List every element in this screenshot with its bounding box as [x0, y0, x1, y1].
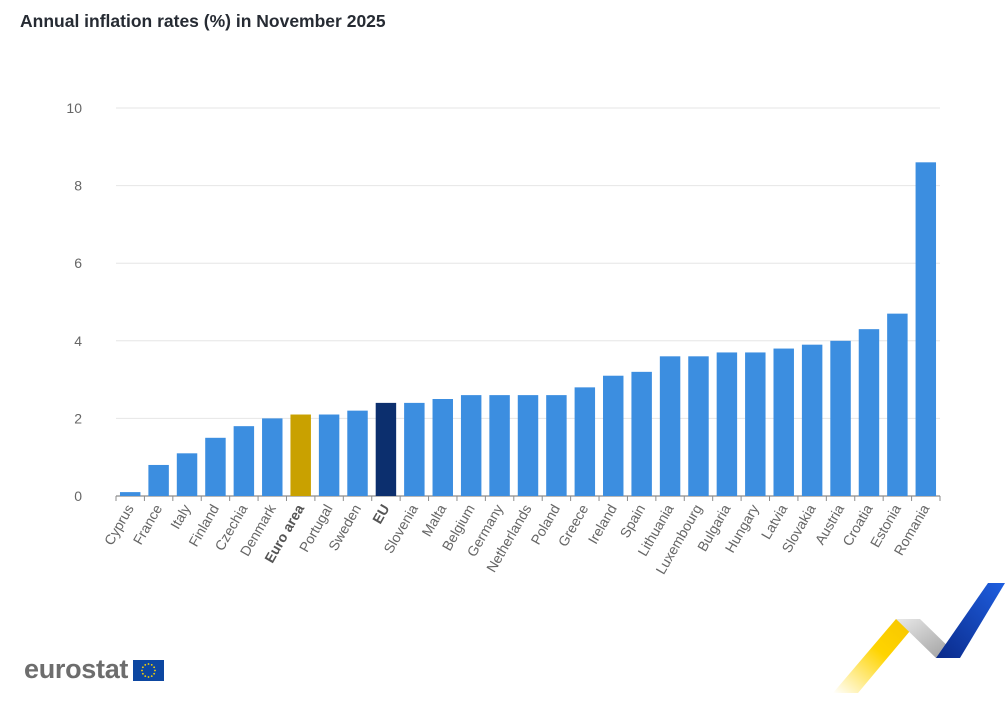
y-tick-label: 4: [74, 333, 82, 349]
bar-slovenia[interactable]: [404, 402, 425, 496]
y-axis-ticks: 0 2 4 6 8 10: [66, 100, 82, 504]
bar-czechia[interactable]: [233, 426, 255, 496]
y-tick-label: 8: [74, 178, 82, 194]
bar-italy[interactable]: [176, 453, 198, 496]
bar-latvia[interactable]: [773, 348, 794, 496]
eurostat-logo: eurostat: [24, 654, 165, 685]
bar-malta[interactable]: [432, 399, 453, 496]
bar-germany[interactable]: [489, 395, 510, 496]
x-tick-label: Italy: [167, 502, 194, 532]
eurostat-wordmark: eurostat: [24, 654, 129, 684]
bar-croatia[interactable]: [858, 329, 880, 496]
bar-hungary[interactable]: [745, 352, 766, 496]
x-tick-label: Ireland: [585, 502, 620, 547]
bar-euro-area[interactable]: [290, 414, 311, 496]
x-tick-label: EU: [369, 502, 393, 527]
y-tick-label: 0: [74, 488, 82, 504]
decorative-ribbon-icon: [833, 583, 1005, 693]
bar-finland[interactable]: [205, 437, 226, 496]
bar-estonia[interactable]: [887, 313, 908, 496]
bars: [119, 162, 937, 496]
y-tick-label: 10: [66, 100, 82, 116]
bar-spain[interactable]: [631, 371, 652, 496]
y-tick-label: 6: [74, 255, 82, 271]
bar-belgium[interactable]: [460, 395, 482, 496]
bar-greece[interactable]: [574, 387, 596, 496]
bar-sweden[interactable]: [347, 410, 368, 496]
bar-cyprus[interactable]: [119, 492, 141, 496]
bar-luxembourg[interactable]: [688, 356, 709, 496]
bar-lithuania[interactable]: [659, 356, 681, 496]
bar-denmark[interactable]: [262, 418, 283, 496]
bar-romania[interactable]: [915, 162, 937, 496]
bar-france[interactable]: [148, 464, 169, 496]
bar-portugal[interactable]: [318, 414, 340, 496]
chart-title: Annual inflation rates (%) in November 2…: [20, 11, 386, 31]
bar-poland[interactable]: [546, 395, 567, 496]
y-tick-label: 2: [74, 410, 82, 426]
bar-eu[interactable]: [375, 402, 397, 496]
bar-slovakia[interactable]: [801, 344, 823, 496]
bar-bulgaria[interactable]: [716, 352, 738, 496]
bar-ireland[interactable]: [603, 375, 624, 496]
bar-austria[interactable]: [830, 340, 851, 496]
x-tick-label: France: [130, 501, 166, 547]
bar-netherlands[interactable]: [517, 395, 539, 496]
eu-flag-icon: [133, 660, 165, 681]
